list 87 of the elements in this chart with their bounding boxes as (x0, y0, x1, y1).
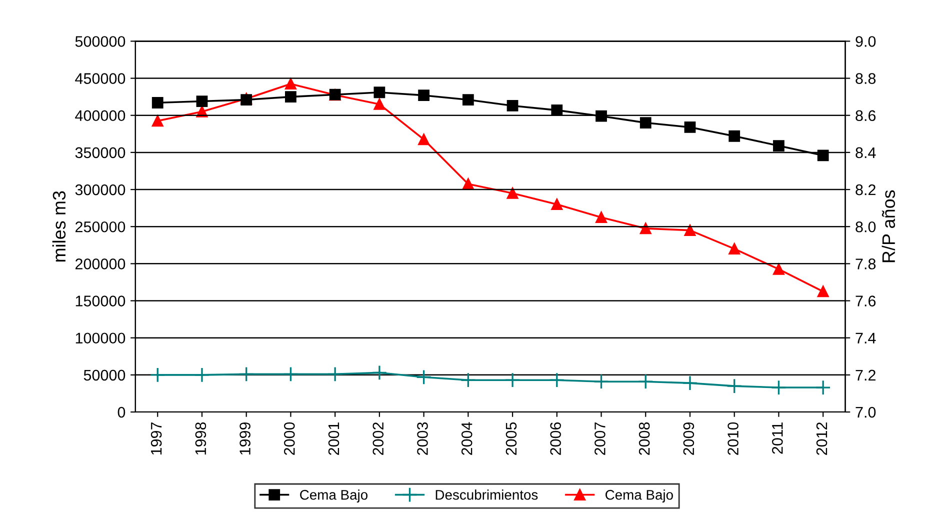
x-tick-label: 2011 (772, 422, 783, 454)
y-tick-label: 200000 (76, 258, 126, 270)
y2-tick-label: 7.2 (856, 370, 876, 380)
point (773, 264, 784, 275)
y-tick-label: 100000 (76, 332, 126, 344)
y2-tick-label: 9.0 (856, 36, 876, 47)
point (728, 130, 740, 142)
point (238, 366, 254, 382)
point (374, 98, 386, 110)
x-tick-label: 1998 (195, 422, 206, 455)
y-tick-label: 150000 (76, 296, 126, 306)
point (593, 374, 610, 390)
x-tick-label: 1997 (150, 422, 162, 455)
point (418, 90, 430, 102)
x-tick-label: 2001 (328, 422, 340, 455)
y-tick-label: 0 (118, 406, 126, 418)
y2-tick-label: 7.8 (856, 258, 876, 270)
x-tick-label: 2003 (417, 422, 428, 455)
point (817, 286, 829, 298)
point (596, 212, 607, 224)
x-tick-label: 1999 (240, 422, 250, 455)
y-tick-label: 50000 (84, 370, 126, 381)
point (418, 134, 430, 146)
x-tick-label: 2008 (638, 422, 650, 455)
point (152, 97, 164, 108)
y-tick-label: 300000 (75, 184, 126, 196)
x-tick-label: 2010 (728, 422, 738, 455)
point (682, 375, 698, 391)
legend-label: Descubrimientos (436, 490, 538, 500)
point (196, 96, 208, 107)
x-tick-label: 2006 (550, 422, 561, 455)
y2-tick-label: 8.6 (856, 110, 876, 122)
point (504, 372, 520, 388)
point (640, 222, 652, 234)
point (374, 86, 386, 98)
point (285, 78, 296, 90)
y-axis-title: miles m3 (52, 191, 66, 262)
point (506, 188, 518, 199)
point (150, 367, 166, 383)
x-tick-label: 2009 (683, 422, 694, 455)
y2-tick-label: 7.0 (856, 406, 876, 418)
point (773, 140, 784, 152)
point (596, 110, 607, 122)
y2-tick-label: 8.8 (856, 73, 876, 84)
point (194, 367, 210, 383)
point (551, 198, 563, 210)
y2-tick-label: 8.0 (856, 221, 876, 232)
point (327, 366, 343, 382)
point (549, 372, 565, 388)
point (684, 122, 696, 133)
x-tick-label: 2012 (816, 422, 828, 455)
point (462, 94, 474, 106)
point (817, 150, 829, 162)
y2-tick-label: 7.6 (856, 296, 876, 306)
point (460, 372, 476, 388)
point (416, 369, 432, 385)
point (770, 380, 786, 396)
point (506, 100, 518, 112)
y2-tick-label: 7.4 (856, 332, 876, 344)
y-tick-label: 250000 (76, 221, 126, 232)
y-tick-label: 400000 (75, 110, 126, 122)
point (152, 115, 164, 127)
point (638, 374, 654, 390)
x-tick-label: 2004 (461, 422, 472, 455)
point (815, 380, 831, 396)
x-tick-label: 2000 (284, 422, 295, 455)
y-tick-label: 450000 (75, 73, 126, 84)
x-tick-label: 2002 (372, 422, 384, 455)
legend-label: Cema Bajo (300, 490, 368, 502)
point (285, 91, 296, 103)
point (240, 94, 252, 106)
point (684, 224, 696, 236)
x-tick-label: 2005 (506, 422, 517, 455)
y-tick-label: 500000 (75, 36, 126, 47)
x-tick-label: 2007 (594, 422, 606, 455)
y2-axis-title: R/P años (882, 190, 896, 262)
point (462, 178, 474, 190)
point (551, 104, 563, 116)
point (372, 364, 388, 380)
y2-tick-label: 8.4 (856, 147, 876, 158)
point (282, 366, 298, 382)
point (728, 243, 740, 255)
y-tick-label: 350000 (75, 147, 126, 158)
y2-tick-label: 8.2 (856, 184, 876, 196)
point (640, 117, 652, 128)
point (726, 378, 742, 394)
legend-label: Cema Bajo (606, 490, 673, 502)
